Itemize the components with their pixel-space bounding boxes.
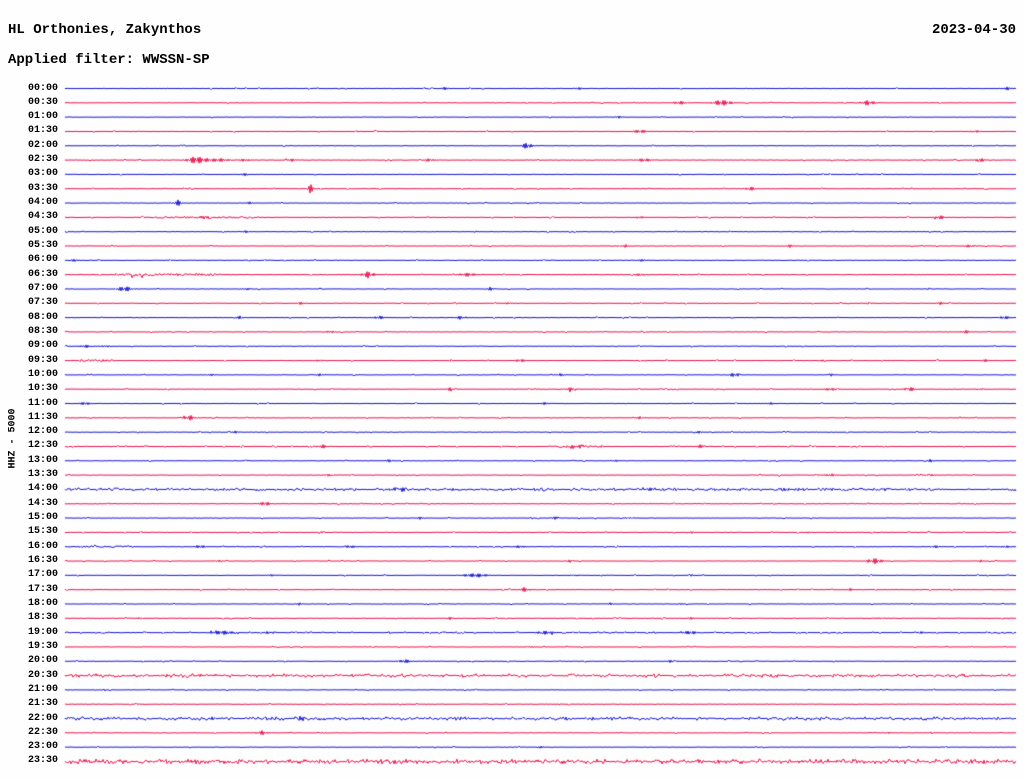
time-label: 11:00 <box>27 397 58 409</box>
time-label: 07:30 <box>27 297 58 309</box>
time-label: 16:30 <box>27 555 58 567</box>
time-label: 04:30 <box>27 211 58 223</box>
time-label: 21:30 <box>27 698 58 710</box>
time-label: 22:30 <box>27 726 58 738</box>
time-label: 10:00 <box>27 368 58 380</box>
time-label: 02:30 <box>27 154 58 166</box>
time-label: 18:30 <box>27 612 58 624</box>
time-label: 17:00 <box>27 569 58 581</box>
time-label: 13:00 <box>27 454 58 466</box>
time-label: 16:00 <box>27 540 58 552</box>
time-label: 04:00 <box>27 197 58 209</box>
time-label: 00:30 <box>27 96 58 108</box>
time-label: 05:00 <box>27 225 58 237</box>
time-label: 14:00 <box>27 483 58 495</box>
time-label: 08:00 <box>27 311 58 323</box>
time-label: 06:30 <box>27 268 58 280</box>
time-label: 12:30 <box>27 440 58 452</box>
time-label: 23:30 <box>27 755 58 767</box>
time-label: 10:30 <box>27 383 58 395</box>
time-label: 12:00 <box>27 426 58 438</box>
time-label: 13:30 <box>27 469 58 481</box>
time-label: 07:00 <box>27 282 58 294</box>
time-label: 20:30 <box>27 669 58 681</box>
time-label: 15:00 <box>27 512 58 524</box>
time-label: 19:30 <box>27 640 58 652</box>
time-label: 09:00 <box>27 340 58 352</box>
time-label: 14:30 <box>27 497 58 509</box>
time-label: 19:00 <box>27 626 58 638</box>
time-label: 18:00 <box>27 597 58 609</box>
time-label: 21:00 <box>27 683 58 695</box>
time-label: 05:30 <box>27 240 58 251</box>
time-label: 17:30 <box>27 583 58 595</box>
time-label: 01:30 <box>27 125 58 137</box>
time-label: 00:00 <box>27 82 58 94</box>
time-label: 02:00 <box>27 139 58 151</box>
time-label: 06:00 <box>27 254 58 266</box>
time-label: 15:30 <box>27 526 58 538</box>
time-label: 03:00 <box>27 168 58 180</box>
time-label: 03:30 <box>27 182 58 194</box>
time-label: 23:00 <box>27 741 58 753</box>
time-label: 11:30 <box>27 411 58 423</box>
time-label: 01:00 <box>27 111 58 123</box>
time-label: 20:00 <box>27 655 58 667</box>
time-label: 08:30 <box>27 325 58 337</box>
time-label: 22:00 <box>27 712 58 724</box>
time-label: 09:30 <box>27 354 58 366</box>
